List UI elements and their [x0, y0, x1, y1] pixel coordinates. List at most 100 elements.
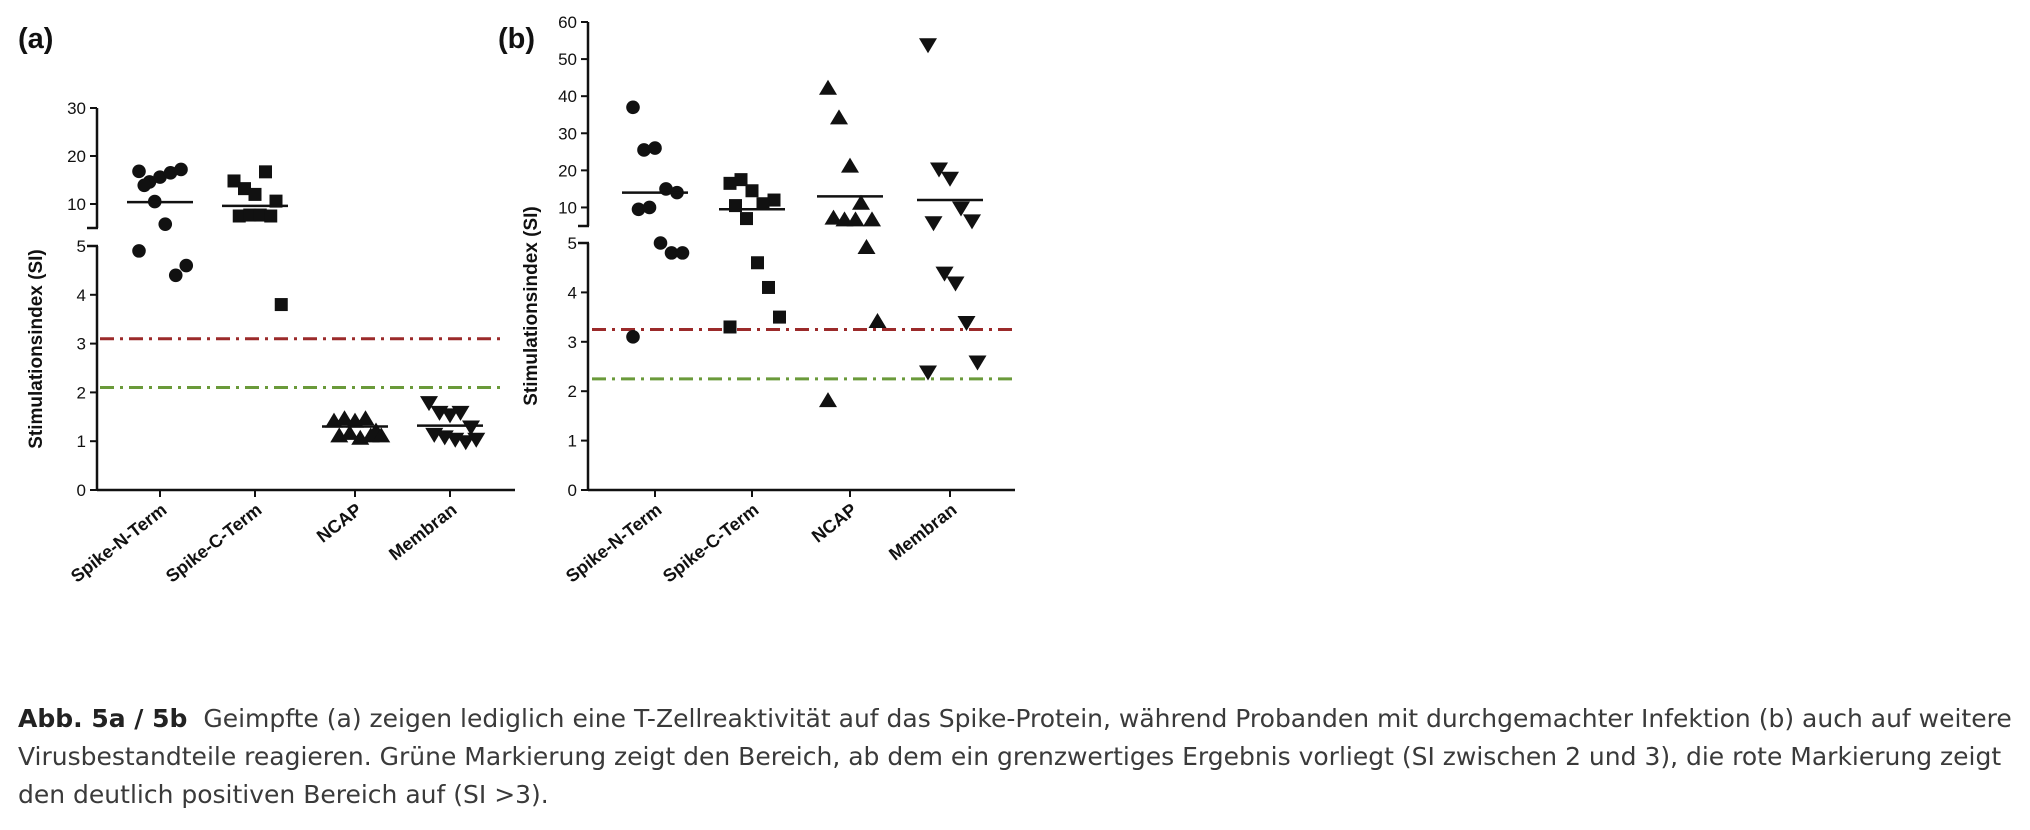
panel-a-data-point	[232, 209, 246, 223]
figure-caption: Abb. 5a / 5b Geimpfte (a) zeigen ledigli…	[18, 700, 2013, 814]
panel-a-data-point	[238, 182, 251, 196]
panel-a-data-point	[168, 268, 183, 283]
panel-a-label: (a)	[18, 23, 53, 55]
panel-b-y-tick-label: 20	[558, 161, 577, 180]
panel-b-category-label: Spike-C-Term	[659, 499, 762, 586]
panel-b-y-axis-title: Stimulationsindex (SI)	[521, 206, 542, 406]
panel-a-data-point	[243, 208, 257, 222]
panel-b-data-point	[642, 200, 657, 215]
panel-b-data-point	[919, 38, 937, 54]
panel-a-y-tick-label: 0	[77, 481, 86, 500]
panel-b-y-tick-label: 3	[568, 333, 577, 352]
panel-a-y-tick-label: 3	[77, 335, 86, 354]
panel-b-data-point	[648, 141, 662, 155]
panel-a-category-label: Membran	[385, 499, 460, 564]
panel-b-y-tick-label: 50	[558, 50, 577, 69]
caption-label: Abb. 5a / 5b	[18, 704, 188, 733]
panel-a-data-point	[356, 410, 375, 426]
panel-a-data-point	[174, 162, 188, 177]
panel-b-data-point	[631, 202, 646, 217]
panel-a-y-tick-label: 2	[77, 383, 86, 402]
panel-a-data-point	[420, 396, 438, 412]
panel-a-y-tick-label: 20	[67, 147, 86, 166]
panel-a-data-point	[179, 258, 194, 273]
panel-b-y-tick-label: 60	[558, 13, 577, 32]
panel-a-y-tick-label: 1	[77, 432, 86, 451]
panel-b-data-point	[846, 211, 865, 227]
panel-b-y-tick-label: 0	[568, 481, 577, 500]
panel-b-data-point	[919, 365, 937, 381]
panel-b-data-point	[653, 236, 668, 250]
panel-a-data-point	[227, 174, 241, 188]
panel-b-data-point	[930, 162, 948, 178]
panel-b-data-point	[952, 201, 970, 217]
panel-a-data-point	[163, 166, 178, 180]
panel-b-data-point	[626, 100, 640, 115]
panel-b-category-label: Membran	[885, 499, 960, 564]
panel-a-data-point	[340, 424, 359, 440]
panel-b-y-tick-label: 2	[568, 382, 577, 401]
panel-a-data-point	[132, 244, 146, 258]
panel-b-y-tick-label: 5	[568, 234, 577, 253]
panel-b-data-point	[762, 280, 775, 294]
panel-a-data-point	[467, 432, 486, 448]
panel-b-data-point	[745, 184, 759, 198]
panel-b-data-point	[734, 173, 748, 187]
panel-b-label: (b)	[498, 23, 535, 55]
panel-a-data-point	[248, 187, 262, 201]
panel-a-data-point	[137, 178, 152, 193]
panel-a-data-point	[253, 208, 267, 222]
panel-a-data-point	[441, 408, 459, 424]
panel-a-y-tick-label: 5	[77, 237, 86, 256]
panel-a-y-tick-label: 10	[67, 195, 86, 214]
panel-b-data-point	[723, 320, 737, 334]
panel-a-data-point	[269, 194, 283, 208]
panel-b-category-label: Spike-N-Term	[562, 499, 665, 586]
panel-b-y-tick-label: 1	[568, 432, 577, 451]
panel-a-data-point	[335, 410, 354, 426]
panel-a-data-point	[456, 435, 475, 451]
panel-b-data-point	[723, 176, 737, 190]
panel-b-y-tick-label: 30	[558, 124, 577, 143]
panel-a-data-point	[274, 298, 288, 312]
panel-a-data-point	[264, 209, 278, 223]
panel-b-data-point	[675, 246, 690, 260]
panel-b-data-point	[819, 392, 837, 408]
panel-a-data-point	[153, 170, 167, 184]
panel-a-data-point	[259, 165, 272, 179]
panel-b-y-tick-label: 10	[558, 198, 577, 217]
panel-b-data-point	[637, 143, 651, 157]
panel-b-data-point	[830, 109, 848, 125]
panel-b-data-point	[740, 212, 753, 226]
panel-b-data-point	[664, 246, 679, 260]
panel-a-y-tick-label: 4	[77, 286, 86, 305]
panel-b-y-tick-label: 4	[568, 283, 577, 302]
panel-a-data-point	[372, 427, 391, 443]
panel-b-y-tick-label: 40	[558, 87, 577, 106]
caption-text: Geimpfte (a) zeigen lediglich eine T-Zel…	[18, 704, 2012, 809]
panel-b-data-point	[863, 211, 881, 227]
panel-b-data-point	[963, 214, 981, 230]
panel-b-data-point	[819, 79, 837, 95]
panel-a-data-point	[132, 164, 146, 179]
panel-b-data-point	[935, 266, 954, 282]
panel-b-category-label: NCAP	[808, 499, 861, 546]
panel-a-data-point	[158, 217, 173, 231]
panel-b-chart: (b) 0 1 2 3 4 5 10 20 30 40 50 60 Stimulationsindex (…	[498, 13, 1015, 586]
panel-a-chart: (a) 0 1 2 3 4 5 10 20 30 Stimulationsindex (SI) Spi…	[18, 23, 515, 586]
panel-a-y-tick-label: 30	[67, 99, 86, 118]
panel-b-data-point	[868, 313, 887, 329]
panel-b-data-point	[773, 310, 786, 324]
panel-a-category-label: Spike-C-Term	[162, 499, 265, 586]
panel-b-data-point	[824, 209, 843, 225]
panel-b-data-point	[857, 238, 876, 254]
panel-b-data-point	[946, 276, 965, 292]
panel-a-category-label: Spike-N-Term	[67, 499, 170, 586]
panel-b-data-point	[957, 316, 976, 332]
panel-a-data-point	[462, 420, 480, 436]
panel-b-data-point	[852, 194, 870, 210]
panel-a-data-point	[451, 405, 470, 421]
panel-a-category-label: NCAP	[313, 499, 366, 546]
panel-b-data-point	[941, 171, 959, 187]
